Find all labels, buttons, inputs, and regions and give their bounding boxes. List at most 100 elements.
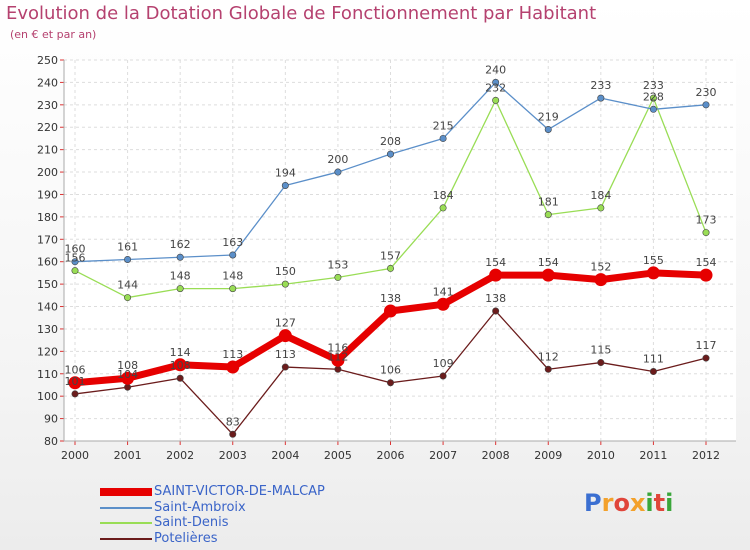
- data-label: 141: [433, 285, 454, 298]
- series-point: [597, 204, 605, 212]
- x-tick-label: 2000: [61, 449, 89, 462]
- series-point: [176, 253, 184, 261]
- data-label: 233: [590, 79, 611, 92]
- data-label: 184: [590, 189, 611, 202]
- series-point: [436, 297, 450, 311]
- y-tick-label: 120: [37, 345, 58, 358]
- data-label: 215: [433, 119, 454, 132]
- series-point: [281, 363, 289, 371]
- legend-swatch: [100, 538, 152, 540]
- data-label: 152: [590, 261, 611, 274]
- series-point: [597, 94, 605, 102]
- series-point: [278, 329, 292, 343]
- data-label: 160: [65, 243, 86, 256]
- x-tick-label: 2003: [219, 449, 247, 462]
- x-tick-label: 2008: [482, 449, 510, 462]
- x-tick-label: 2010: [587, 449, 615, 462]
- logo-letter: r: [601, 489, 614, 517]
- y-tick-label: 200: [37, 166, 58, 179]
- data-label: 154: [696, 256, 717, 269]
- series-point: [281, 280, 289, 288]
- series-point: [649, 105, 657, 113]
- chart-title: Evolution de la Dotation Globale de Fonc…: [6, 3, 597, 24]
- y-tick-label: 130: [37, 323, 58, 336]
- series-point: [334, 273, 342, 281]
- data-label: 101: [65, 375, 86, 388]
- plot-area: [64, 60, 736, 441]
- series-point: [699, 268, 713, 282]
- series-point: [176, 285, 184, 293]
- legend-swatch: [100, 507, 152, 509]
- y-tick-label: 230: [37, 99, 58, 112]
- y-tick-label: 210: [37, 144, 58, 157]
- data-label: 114: [170, 346, 191, 359]
- legend-label: Saint-Denis: [154, 515, 229, 530]
- data-label: 112: [538, 350, 559, 363]
- y-tick-label: 90: [44, 413, 58, 426]
- series-point: [544, 125, 552, 133]
- data-label: 113: [222, 348, 243, 361]
- series-point: [544, 365, 552, 373]
- series-point: [384, 304, 397, 318]
- data-label: 232: [485, 81, 506, 94]
- series-point: [226, 360, 240, 374]
- series-point: [334, 365, 342, 373]
- series-point: [331, 353, 345, 367]
- y-tick-label: 80: [44, 435, 58, 448]
- data-label: 148: [170, 270, 191, 283]
- data-label: 108: [117, 359, 138, 372]
- series-point: [71, 258, 79, 266]
- x-tick-label: 2007: [429, 449, 457, 462]
- series-point: [544, 211, 552, 219]
- series-point: [594, 273, 608, 287]
- series-point: [229, 285, 237, 293]
- data-label: 181: [538, 196, 559, 209]
- proxiti-logo: Proxiti: [584, 489, 673, 517]
- data-label: 194: [275, 167, 296, 180]
- series-point: [439, 134, 447, 142]
- data-label: 153: [327, 258, 348, 271]
- series-point: [649, 368, 657, 376]
- logo-letter: x: [629, 489, 646, 517]
- data-label: 161: [117, 240, 138, 253]
- logo-letter: i: [665, 489, 674, 517]
- data-label: 150: [275, 265, 296, 278]
- legend-label: Saint-Ambroix: [154, 500, 246, 515]
- y-tick-label: 180: [37, 211, 58, 224]
- series-point: [124, 255, 132, 263]
- y-tick-label: 250: [37, 54, 58, 67]
- data-label: 113: [275, 348, 296, 361]
- data-label: 148: [222, 270, 243, 283]
- data-label: 240: [485, 63, 506, 76]
- data-label: 144: [117, 279, 138, 292]
- data-label: 157: [380, 249, 401, 262]
- data-label: 108: [170, 359, 191, 372]
- x-tick-label: 2004: [271, 449, 299, 462]
- series-point: [439, 372, 447, 380]
- series-point: [68, 376, 82, 390]
- data-label: 111: [643, 353, 664, 366]
- x-tick-label: 2001: [114, 449, 142, 462]
- legend-label: Potelières: [154, 531, 218, 546]
- series-point: [124, 294, 132, 302]
- data-label: 163: [222, 236, 243, 249]
- series-point: [386, 264, 394, 272]
- legend-swatch: [100, 488, 152, 496]
- x-tick-label: 2006: [377, 449, 405, 462]
- data-label: 154: [538, 256, 559, 269]
- data-label: 83: [226, 415, 240, 428]
- legend-swatch: [100, 522, 152, 524]
- y-tick-label: 140: [37, 301, 58, 314]
- series-point: [649, 94, 657, 102]
- x-tick-label: 2011: [639, 449, 667, 462]
- x-tick-label: 2009: [534, 449, 562, 462]
- data-label: 127: [275, 317, 296, 330]
- series-point: [541, 268, 555, 282]
- data-label: 233: [643, 79, 664, 92]
- series-point: [173, 358, 187, 372]
- logo-letter: t: [653, 489, 666, 517]
- data-label: 156: [65, 252, 86, 265]
- series-point: [492, 307, 500, 315]
